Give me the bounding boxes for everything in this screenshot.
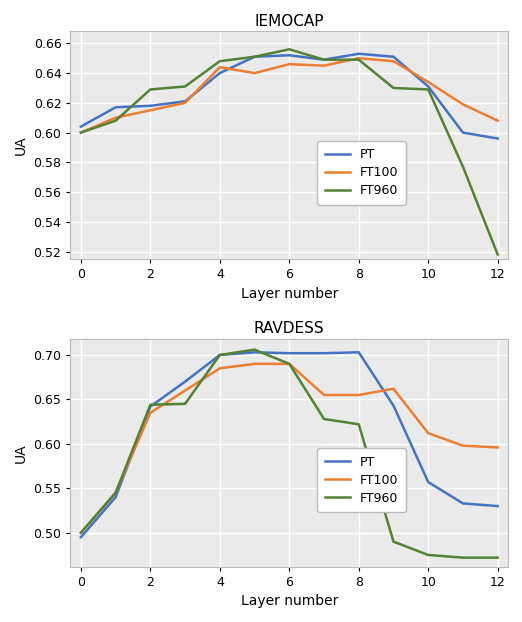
FT960 xyxy=(425,86,431,93)
PT xyxy=(113,493,119,501)
PT xyxy=(494,135,501,142)
FT100 xyxy=(321,62,327,70)
Title: RAVDESS: RAVDESS xyxy=(254,322,325,337)
FT960 xyxy=(494,554,501,562)
FT100 xyxy=(252,360,258,368)
Line: FT960: FT960 xyxy=(81,49,497,254)
FT960 xyxy=(252,53,258,60)
Legend: PT, FT100, FT960: PT, FT100, FT960 xyxy=(317,448,406,512)
PT xyxy=(182,378,188,386)
FT100 xyxy=(147,409,153,417)
FT960 xyxy=(217,351,223,359)
FT960 xyxy=(147,86,153,93)
FT100 xyxy=(355,55,362,62)
PT xyxy=(147,102,153,109)
FT960 xyxy=(390,538,397,545)
FT100 xyxy=(425,78,431,86)
X-axis label: Layer number: Layer number xyxy=(241,594,338,608)
FT960 xyxy=(217,57,223,65)
FT960 xyxy=(78,129,84,136)
FT960 xyxy=(113,117,119,124)
FT960 xyxy=(425,551,431,559)
PT xyxy=(425,478,431,486)
FT100 xyxy=(147,106,153,114)
FT100 xyxy=(425,429,431,437)
Line: FT960: FT960 xyxy=(81,350,497,558)
PT xyxy=(460,129,466,136)
FT100 xyxy=(78,129,84,136)
FT100 xyxy=(390,385,397,392)
FT960 xyxy=(182,400,188,407)
FT100 xyxy=(286,360,292,368)
FT960 xyxy=(321,56,327,63)
FT960 xyxy=(286,360,292,368)
PT xyxy=(355,50,362,57)
Line: FT100: FT100 xyxy=(81,364,497,533)
FT100 xyxy=(252,70,258,77)
FT960 xyxy=(460,163,466,170)
FT960 xyxy=(460,554,466,562)
FT100 xyxy=(321,391,327,399)
PT xyxy=(460,499,466,507)
FT960 xyxy=(113,489,119,496)
FT960 xyxy=(494,251,501,258)
PT xyxy=(252,348,258,356)
FT960 xyxy=(182,83,188,90)
FT100 xyxy=(494,117,501,124)
FT960 xyxy=(252,346,258,353)
Y-axis label: UA: UA xyxy=(14,443,28,463)
PT xyxy=(252,53,258,60)
FT960 xyxy=(78,529,84,537)
PT xyxy=(78,123,84,131)
PT xyxy=(425,83,431,90)
FT100 xyxy=(460,101,466,108)
PT xyxy=(182,98,188,105)
PT xyxy=(78,534,84,541)
FT100 xyxy=(390,57,397,65)
X-axis label: Layer number: Layer number xyxy=(241,287,338,300)
FT100 xyxy=(182,99,188,106)
PT xyxy=(355,348,362,356)
PT xyxy=(390,53,397,60)
FT960 xyxy=(321,415,327,423)
Line: PT: PT xyxy=(81,352,497,537)
FT100 xyxy=(217,364,223,372)
FT960 xyxy=(355,420,362,428)
PT xyxy=(113,104,119,111)
FT960 xyxy=(355,56,362,63)
FT100 xyxy=(113,489,119,496)
FT100 xyxy=(286,60,292,68)
PT xyxy=(321,56,327,63)
PT xyxy=(494,503,501,510)
FT100 xyxy=(494,443,501,451)
PT xyxy=(217,351,223,359)
PT xyxy=(286,52,292,59)
Line: FT100: FT100 xyxy=(81,58,497,132)
FT100 xyxy=(113,114,119,121)
FT960 xyxy=(286,45,292,53)
FT100 xyxy=(355,391,362,399)
FT100 xyxy=(78,529,84,537)
Title: IEMOCAP: IEMOCAP xyxy=(255,14,324,29)
Y-axis label: UA: UA xyxy=(14,136,28,155)
PT xyxy=(147,403,153,411)
PT xyxy=(390,402,397,409)
Legend: PT, FT100, FT960: PT, FT100, FT960 xyxy=(317,141,406,205)
FT960 xyxy=(390,84,397,91)
FT100 xyxy=(217,63,223,71)
PT xyxy=(217,70,223,77)
FT960 xyxy=(147,401,153,409)
PT xyxy=(286,350,292,357)
Line: PT: PT xyxy=(81,53,497,139)
PT xyxy=(321,350,327,357)
FT100 xyxy=(460,442,466,449)
FT100 xyxy=(182,387,188,394)
